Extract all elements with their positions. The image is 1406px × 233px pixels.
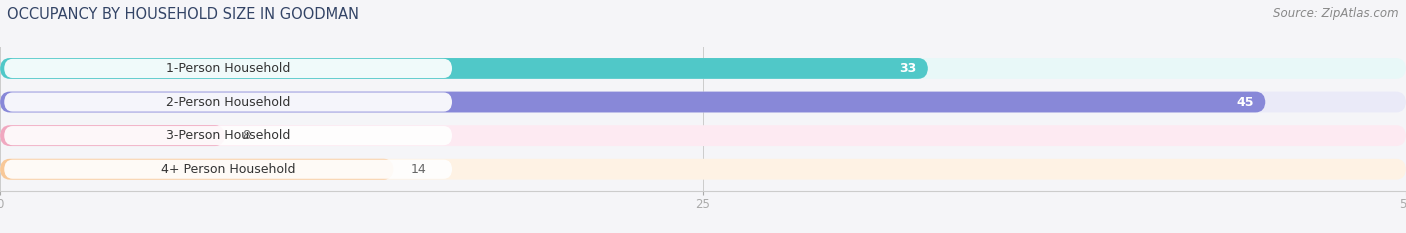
- Text: OCCUPANCY BY HOUSEHOLD SIZE IN GOODMAN: OCCUPANCY BY HOUSEHOLD SIZE IN GOODMAN: [7, 7, 359, 22]
- FancyBboxPatch shape: [0, 159, 1406, 180]
- FancyBboxPatch shape: [4, 126, 453, 145]
- Text: 4+ Person Household: 4+ Person Household: [160, 163, 295, 176]
- FancyBboxPatch shape: [0, 125, 1406, 146]
- FancyBboxPatch shape: [0, 159, 394, 180]
- FancyBboxPatch shape: [0, 92, 1406, 113]
- Text: 2-Person Household: 2-Person Household: [166, 96, 290, 109]
- FancyBboxPatch shape: [0, 58, 928, 79]
- FancyBboxPatch shape: [0, 92, 1265, 113]
- FancyBboxPatch shape: [4, 93, 453, 112]
- Text: 8: 8: [242, 129, 250, 142]
- Text: 1-Person Household: 1-Person Household: [166, 62, 290, 75]
- Text: 45: 45: [1237, 96, 1254, 109]
- FancyBboxPatch shape: [4, 59, 453, 78]
- Text: 3-Person Household: 3-Person Household: [166, 129, 290, 142]
- Text: 33: 33: [900, 62, 917, 75]
- FancyBboxPatch shape: [0, 58, 1406, 79]
- FancyBboxPatch shape: [4, 160, 453, 179]
- FancyBboxPatch shape: [0, 125, 225, 146]
- Text: 14: 14: [411, 163, 426, 176]
- Text: Source: ZipAtlas.com: Source: ZipAtlas.com: [1274, 7, 1399, 20]
